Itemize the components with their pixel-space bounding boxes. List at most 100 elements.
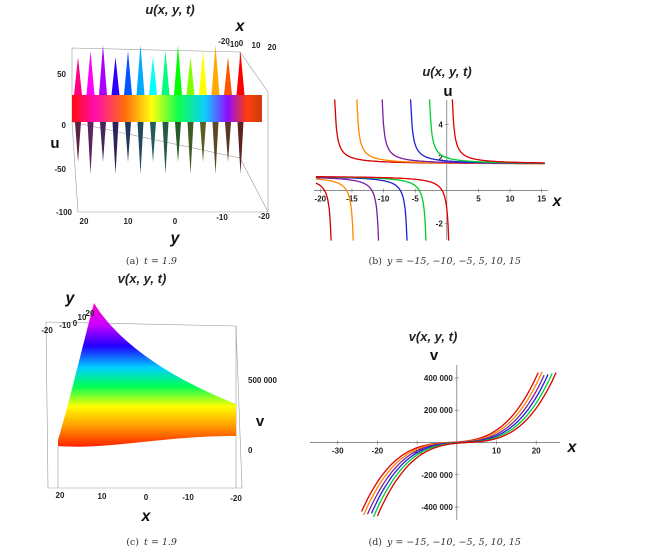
panel-c-ytick-1: -10 — [59, 321, 71, 330]
panel-c-xtick-4: -20 — [230, 494, 242, 503]
panel-c-xtick-3: -10 — [182, 493, 194, 502]
panel-b-series-line — [315, 177, 380, 241]
panel-a-ztick-3: -100 — [56, 208, 73, 217]
panel-a-xtick-2: 0 — [239, 39, 244, 48]
panel-d-caption-param: y = −15, −10, −5, 5, 10, 15 — [386, 537, 521, 548]
panel-c-xtick-1: 10 — [98, 492, 107, 501]
panel-c-ztick-1: 0 — [248, 446, 253, 455]
x-tick-label: -30 — [332, 447, 344, 456]
panel-a-spike-up — [211, 45, 220, 95]
panel-a-spike-down — [137, 122, 144, 174]
panel-a-spike-up — [136, 45, 145, 95]
panel-a-spike-up — [86, 51, 95, 95]
panel-c-ztick-0: 500 000 — [248, 376, 277, 385]
panel-a-xtick-3: 10 — [252, 41, 261, 50]
panel-c-title: v(x, y, t) — [118, 271, 167, 286]
panel-d-caption-label: (d) — [369, 537, 383, 548]
panel-d-axes — [310, 365, 560, 520]
panel-d-title: v(x, y, t) — [409, 329, 458, 344]
panel-a-ylabel: y — [170, 230, 181, 247]
x-tick-label: -15 — [346, 195, 358, 204]
panel-a-xtick-0: -20 — [218, 37, 230, 46]
panel-c-xlabel: x — [141, 508, 152, 525]
x-tick-label: 10 — [506, 195, 515, 204]
panel-b-ticks: -20 -15 -10 -5 5 10 15 4 2 -2 — [315, 121, 547, 229]
panel-a-spike-down — [225, 122, 231, 162]
panel-b-series-line — [451, 99, 545, 164]
panel-b-title: u(x, y, t) — [422, 64, 471, 79]
y-tick-label: 2 — [438, 154, 443, 163]
panel-c-zlabel: v — [256, 413, 265, 430]
panel-b-ylabel: u — [443, 83, 452, 100]
panel-a-spike-down — [162, 122, 169, 174]
x-tick-label: 15 — [537, 195, 546, 204]
panel-a-spike-up — [199, 51, 207, 95]
panel-a-spike-down — [87, 122, 94, 174]
panel-c-caption-label: (c) — [126, 537, 139, 548]
x-tick-label: 20 — [532, 447, 541, 456]
panel-c-xtick-0: 20 — [56, 491, 65, 500]
y-tick-label: 4 — [438, 121, 443, 130]
y-tick-label: 200 000 — [424, 406, 453, 415]
panel-d-xlabel: x — [567, 439, 578, 456]
panel-a-spike-up — [186, 57, 195, 95]
panel-c-ytick-3: 10 — [78, 313, 87, 322]
panel-a-zlabel: u — [50, 135, 59, 152]
panel-a-spike-up — [236, 51, 245, 95]
panel-a-spike-up — [224, 57, 232, 95]
panel-a-spike-down — [212, 122, 219, 174]
panel-b-caption-param: y = −15, −10, −5, 5, 10, 15 — [386, 256, 521, 267]
x-tick-label: -10 — [378, 195, 390, 204]
panel-b-xlabel: x — [552, 193, 563, 210]
panel-a-spike-up — [99, 45, 107, 95]
panel-d-series-line — [372, 373, 553, 518]
panel-a-ytick-0: 20 — [80, 217, 89, 226]
x-tick-label: 5 — [476, 195, 481, 204]
panel-a-ytick-2: 0 — [173, 217, 178, 226]
panel-b-series — [315, 99, 545, 241]
panel-c: v(x, y, t) y -20 -10 0 10 20 500 000 0 v… — [41, 271, 277, 548]
y-tick-label: -2 — [436, 220, 444, 229]
panel-a-ztick-0: 50 — [57, 70, 66, 79]
panel-a-spike-up — [161, 51, 170, 95]
panel-a-ytick-3: -10 — [216, 213, 228, 222]
panel-c-caption-param: t = 1.9 — [144, 537, 177, 548]
panel-c-ylabel: y — [65, 290, 76, 307]
panel-a-spike-up — [174, 45, 182, 95]
panel-d-series-line — [366, 375, 545, 515]
panel-a-spike-up — [124, 51, 132, 95]
panel-a-spike-down — [237, 122, 244, 174]
panel-a-ytick-4: -20 — [258, 212, 270, 221]
panel-a-ztick-2: -50 — [54, 165, 66, 174]
panel-b-series-line — [315, 182, 332, 241]
panel-a-surface — [72, 45, 262, 174]
panel-a-spike-up — [74, 57, 82, 95]
panel-a-caption-param: t = 1.9 — [144, 256, 177, 267]
panel-a: u(x, y, t) 50 0 -50 -100 u 20 10 0 -10 -… — [50, 2, 277, 267]
panel-c-surface — [58, 303, 236, 447]
panel-a-spike-up — [111, 57, 120, 95]
panel-b-series-line — [315, 178, 354, 241]
x-tick-label: -20 — [372, 447, 384, 456]
panel-a-ytick-1: 10 — [124, 217, 133, 226]
panel-c-ytick-0: -20 — [41, 326, 53, 335]
panel-b-series-line — [428, 99, 545, 164]
panel-b-series-line — [315, 176, 427, 241]
panel-c-ytick-4: 20 — [86, 309, 95, 318]
y-tick-label: 400 000 — [424, 374, 453, 383]
panel-a-spike-down — [125, 122, 131, 162]
panel-c-xtick-2: 0 — [144, 493, 149, 502]
y-tick-label: -400 000 — [421, 503, 453, 512]
panel-a-spike-down — [187, 122, 194, 174]
panel-a-title: u(x, y, t) — [145, 2, 194, 17]
panel-a-xtick-4: 20 — [268, 43, 277, 52]
panel-a-spike-down — [100, 122, 106, 162]
panel-d-series-line — [370, 374, 549, 514]
panel-a-spike-down — [112, 122, 119, 174]
panel-a-spike-down — [150, 122, 156, 162]
panel-a-spike-down — [75, 122, 81, 162]
panel-a-xtick-1: -10 — [227, 40, 239, 49]
